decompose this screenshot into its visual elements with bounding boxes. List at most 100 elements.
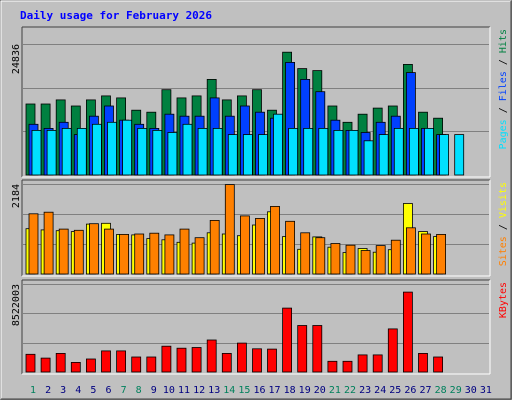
panel-max-label: 8522003 (11, 284, 22, 326)
panel-max-label: 2184 (11, 184, 22, 208)
bar-sites-day-26 (405, 227, 416, 275)
x-tick-label: 18 (284, 385, 296, 396)
bar-kbytes-day-3 (55, 352, 66, 373)
bar-sites-day-19 (300, 232, 311, 275)
bar-sites-day-16 (255, 217, 265, 275)
bar-pages-day-17 (273, 113, 283, 176)
bar-kbytes-day-25 (387, 328, 398, 373)
bar-sites-day-27 (421, 233, 431, 275)
bar-pages-day-28 (439, 134, 450, 176)
bar-pages-day-1 (31, 129, 42, 176)
bar-kbytes-day-27 (418, 352, 428, 373)
bar-sites-day-11 (179, 228, 190, 275)
x-tick-label: 25 (389, 385, 401, 396)
bar-kbytes-day-2 (40, 357, 51, 373)
bar-sites-day-6 (104, 228, 114, 275)
bar-sites-day-4 (73, 229, 84, 275)
bar-pages-day-26 (408, 127, 419, 176)
x-tick-label: 31 (480, 385, 492, 396)
bar-sites-day-17 (270, 205, 280, 275)
chart-title: Daily usage for February 2026 (20, 9, 212, 22)
bar-kbytes-day-7 (116, 350, 126, 373)
bar-kbytes-day-20 (312, 325, 323, 373)
bar-sites-day-22 (345, 244, 356, 275)
bar-pages-day-12 (197, 127, 208, 176)
bar-pages-day-4 (76, 127, 87, 176)
legend-pages: Pages (498, 119, 509, 149)
bar-pages-day-20 (318, 127, 329, 176)
bar-kbytes-day-8 (131, 356, 142, 373)
legend-hits: Hits (498, 29, 509, 53)
bar-sites-day-28 (436, 233, 447, 275)
bar-pages-day-18 (288, 127, 299, 176)
series-pages (31, 113, 465, 176)
legend-separator: / (498, 53, 509, 71)
bar-kbytes-day-24 (372, 354, 383, 373)
bar-kbytes-day-10 (161, 345, 172, 373)
bar-pages-day-11 (182, 123, 193, 176)
bar-pages-day-27 (424, 127, 434, 176)
x-tick-label: 5 (90, 385, 96, 396)
bar-pages-day-21 (333, 129, 344, 176)
bar-kbytes-day-18 (282, 307, 293, 373)
bar-kbytes-day-28 (433, 356, 444, 373)
bar-sites-day-5 (89, 223, 99, 275)
panel-legend: Sites / Visits (498, 182, 509, 266)
x-tick-label: 27 (419, 385, 431, 396)
x-tick-label: 26 (404, 385, 416, 396)
panel-hits: 24836 Pages / Files / Hits (11, 26, 509, 178)
bar-sites-day-20 (315, 237, 326, 275)
panel-visits: 2184 Sites / Visits (11, 179, 509, 277)
legend-kbytes: KBytes (498, 282, 509, 318)
x-tick-label: 28 (435, 385, 447, 396)
bar-kbytes-day-21 (327, 360, 338, 373)
bar-sites-day-7 (119, 233, 129, 275)
bar-sites-day-9 (149, 232, 160, 275)
legend-separator: / (498, 101, 509, 119)
x-tick-label: 1 (30, 385, 36, 396)
bar-kbytes-day-19 (297, 325, 308, 373)
bar-sites-day-25 (390, 239, 401, 275)
x-tick-label: 12 (193, 385, 205, 396)
panel-max-label: 24836 (11, 44, 22, 74)
bar-pages-day-22 (348, 129, 359, 176)
x-tick-label: 24 (374, 385, 386, 396)
bar-sites-day-2 (43, 211, 54, 275)
bar-sites-day-3 (58, 228, 69, 275)
bar-sites-day-21 (330, 243, 341, 275)
bar-pages-day-29 (454, 134, 465, 176)
bar-pages-day-14 (227, 134, 238, 176)
bar-sites-day-15 (239, 215, 250, 275)
x-tick-label: 2 (45, 385, 51, 396)
bar-sites-day-8 (134, 233, 145, 275)
x-tick-label: 11 (178, 385, 190, 396)
bar-sites-day-14 (224, 184, 235, 275)
bar-kbytes-day-13 (206, 339, 217, 373)
panel-legend: KBytes (498, 282, 509, 318)
bar-pages-day-8 (137, 127, 148, 176)
bar-kbytes-day-22 (342, 360, 353, 373)
x-tick-label: 16 (253, 385, 265, 396)
bar-pages-day-13 (212, 127, 223, 176)
bar-kbytes-day-26 (402, 291, 413, 373)
legend-sites: Sites (498, 236, 509, 266)
x-tick-label: 22 (344, 385, 356, 396)
bar-kbytes-day-16 (252, 348, 262, 373)
bar-sites-day-13 (209, 219, 220, 275)
x-tick-label: 4 (75, 385, 81, 396)
x-tick-label: 17 (268, 385, 280, 396)
bar-sites-day-24 (375, 245, 386, 275)
bar-sites-day-10 (164, 234, 175, 275)
bar-pages-day-15 (242, 134, 253, 176)
x-tick-label: 7 (121, 385, 127, 396)
bar-kbytes-day-15 (236, 342, 247, 373)
x-tick-label: 19 (299, 385, 311, 396)
bar-kbytes-day-11 (176, 347, 187, 373)
x-tick-label: 23 (359, 385, 371, 396)
bar-pages-day-23 (363, 140, 374, 176)
x-tick-label: 13 (208, 385, 220, 396)
bar-kbytes-day-1 (25, 353, 36, 373)
x-tick-label: 8 (136, 385, 142, 396)
x-tick-label: 21 (329, 385, 341, 396)
bar-pages-day-19 (303, 127, 314, 176)
